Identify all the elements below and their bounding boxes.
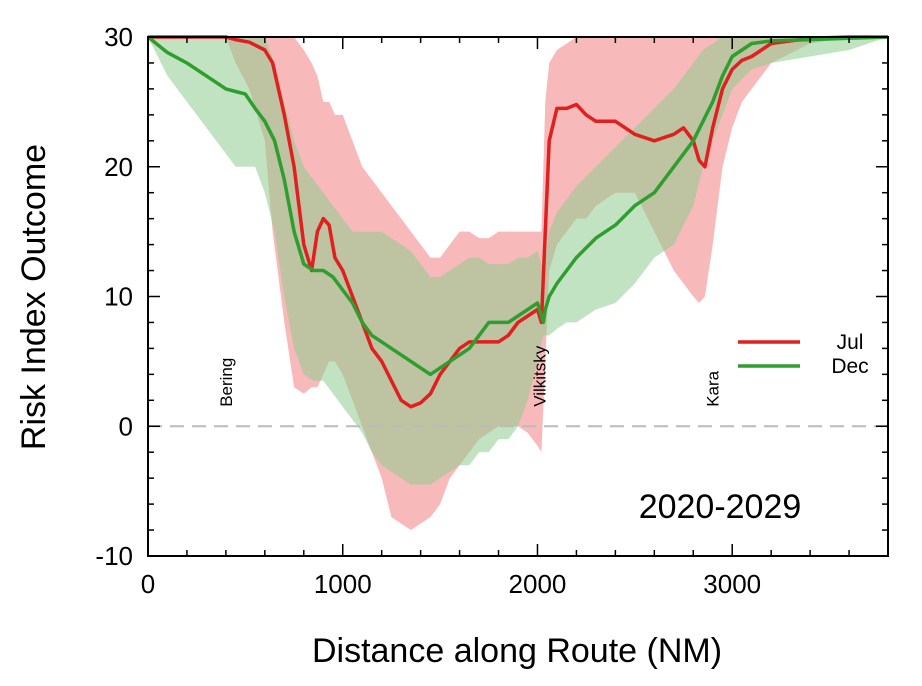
period-label: 2020-2029 xyxy=(639,488,802,526)
x-tick-label: 3000 xyxy=(703,569,761,599)
uncertainty-bands xyxy=(148,37,888,530)
legend-label-jul: Jul xyxy=(837,331,864,354)
annotation-kara: Kara xyxy=(704,370,723,406)
y-tick-label: 10 xyxy=(104,282,133,312)
x-axis-label: Distance along Route (NM) xyxy=(312,632,722,670)
annotation-bering: Bering xyxy=(217,358,236,407)
y-tick-label: -10 xyxy=(95,541,133,571)
y-axis-label: Risk Index Outcome xyxy=(15,144,53,450)
axis-ticks xyxy=(147,36,889,557)
series-lines xyxy=(146,35,889,409)
axis-tick-labels: 0 1000 2000 3000 -10 0 10 20 30 xyxy=(95,22,761,599)
y-tick-label: 30 xyxy=(104,22,133,52)
x-tick-label: 0 xyxy=(141,569,155,599)
x-tick-label: 2000 xyxy=(509,569,567,599)
annotation-vilkitsky: Vilkitsky xyxy=(530,345,549,407)
route-annotations: Bering Vilkitsky Kara xyxy=(217,345,723,407)
x-tick-label: 1000 xyxy=(314,569,372,599)
y-tick-label: 20 xyxy=(104,152,133,182)
band-dec xyxy=(148,37,888,485)
series-line-dec xyxy=(146,35,889,377)
y-tick-label: 0 xyxy=(119,411,133,441)
legend-label-dec: Dec xyxy=(831,355,868,378)
